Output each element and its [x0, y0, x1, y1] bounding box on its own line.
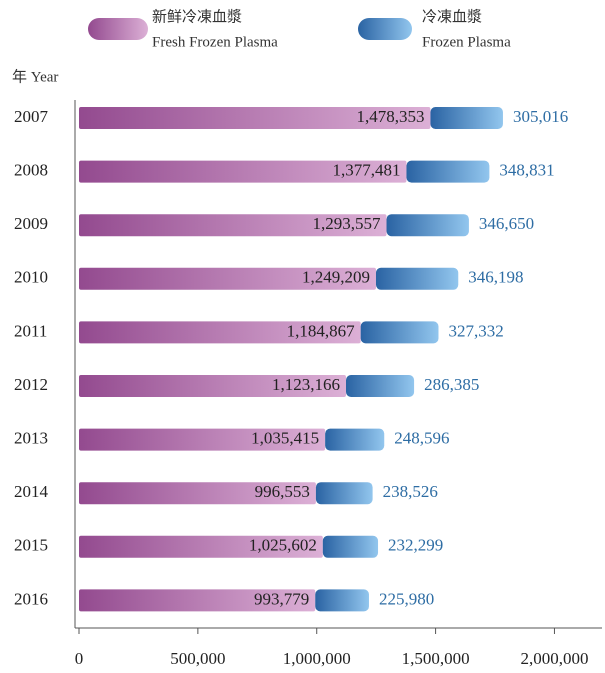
- bar-segment: [322, 535, 379, 558]
- value-label: 225,980: [379, 589, 434, 608]
- value-label: 286,385: [424, 375, 479, 394]
- y-tick-label: 2016: [14, 589, 48, 608]
- value-label: 346,198: [468, 268, 523, 287]
- x-tick-label: 1,500,000: [402, 649, 470, 668]
- value-label: 1,025,602: [249, 536, 317, 555]
- bar-segment: [386, 214, 469, 237]
- bar-segment: [79, 589, 316, 612]
- y-tick-label: 2013: [14, 429, 48, 448]
- y-tick-label: 2007: [14, 107, 49, 126]
- y-tick-label: 2009: [14, 214, 48, 233]
- axis-title: 年 Year: [12, 68, 58, 85]
- value-label: 1,478,353: [356, 107, 424, 126]
- value-label: 327,332: [448, 321, 503, 340]
- value-label: 1,184,867: [287, 321, 356, 340]
- value-label: 305,016: [513, 107, 568, 126]
- bar-segment: [79, 428, 326, 451]
- x-tick-label: 500,000: [170, 649, 225, 668]
- bar-segment: [79, 267, 376, 290]
- legend-swatch: [88, 18, 148, 40]
- x-tick-label: 2,000,000: [520, 649, 588, 668]
- bar-segment: [79, 535, 323, 558]
- y-tick-label: 2015: [14, 536, 48, 555]
- value-label: 232,299: [388, 536, 443, 555]
- value-label: 238,526: [383, 482, 438, 501]
- value-label: 1,035,415: [251, 429, 319, 448]
- bar-segment: [315, 482, 373, 505]
- bar-segment: [406, 160, 490, 183]
- bar-segment: [79, 214, 387, 237]
- bar-segment: [346, 375, 415, 397]
- bar-segment: [79, 160, 407, 183]
- x-tick-label: 0: [75, 649, 84, 668]
- bar-segment: [315, 589, 369, 612]
- y-tick-label: 2010: [14, 268, 48, 287]
- x-tick-label: 1,000,000: [283, 649, 351, 668]
- bar-segment: [360, 321, 439, 344]
- value-label: 1,293,557: [313, 214, 382, 233]
- legend-swatch: [358, 18, 412, 40]
- bar-segment: [79, 375, 347, 397]
- y-tick-label: 2011: [14, 321, 47, 340]
- y-tick-label: 2014: [14, 482, 49, 501]
- legend-label: 冷凍血漿: [422, 8, 482, 25]
- y-tick-label: 2012: [14, 375, 48, 394]
- value-label: 996,553: [255, 482, 310, 501]
- value-label: 1,249,209: [302, 268, 370, 287]
- value-label: 348,831: [499, 161, 554, 180]
- legend-label: 新鲜冷凍血漿: [152, 8, 242, 25]
- value-label: 248,596: [394, 429, 449, 448]
- legend-label: Fresh Frozen Plasma: [152, 34, 278, 50]
- bar-segment: [430, 107, 503, 129]
- value-label: 346,650: [479, 214, 534, 233]
- bar-segment: [79, 482, 316, 505]
- bar-segment: [375, 267, 459, 290]
- bar-segment: [79, 107, 431, 129]
- bar-segment: [79, 321, 361, 344]
- bar-segment: [325, 428, 385, 451]
- value-label: 1,377,481: [332, 161, 400, 180]
- value-label: 1,123,166: [272, 375, 340, 394]
- legend-label: Frozen Plasma: [422, 34, 511, 50]
- y-tick-label: 2008: [14, 161, 48, 180]
- value-label: 993,779: [254, 589, 309, 608]
